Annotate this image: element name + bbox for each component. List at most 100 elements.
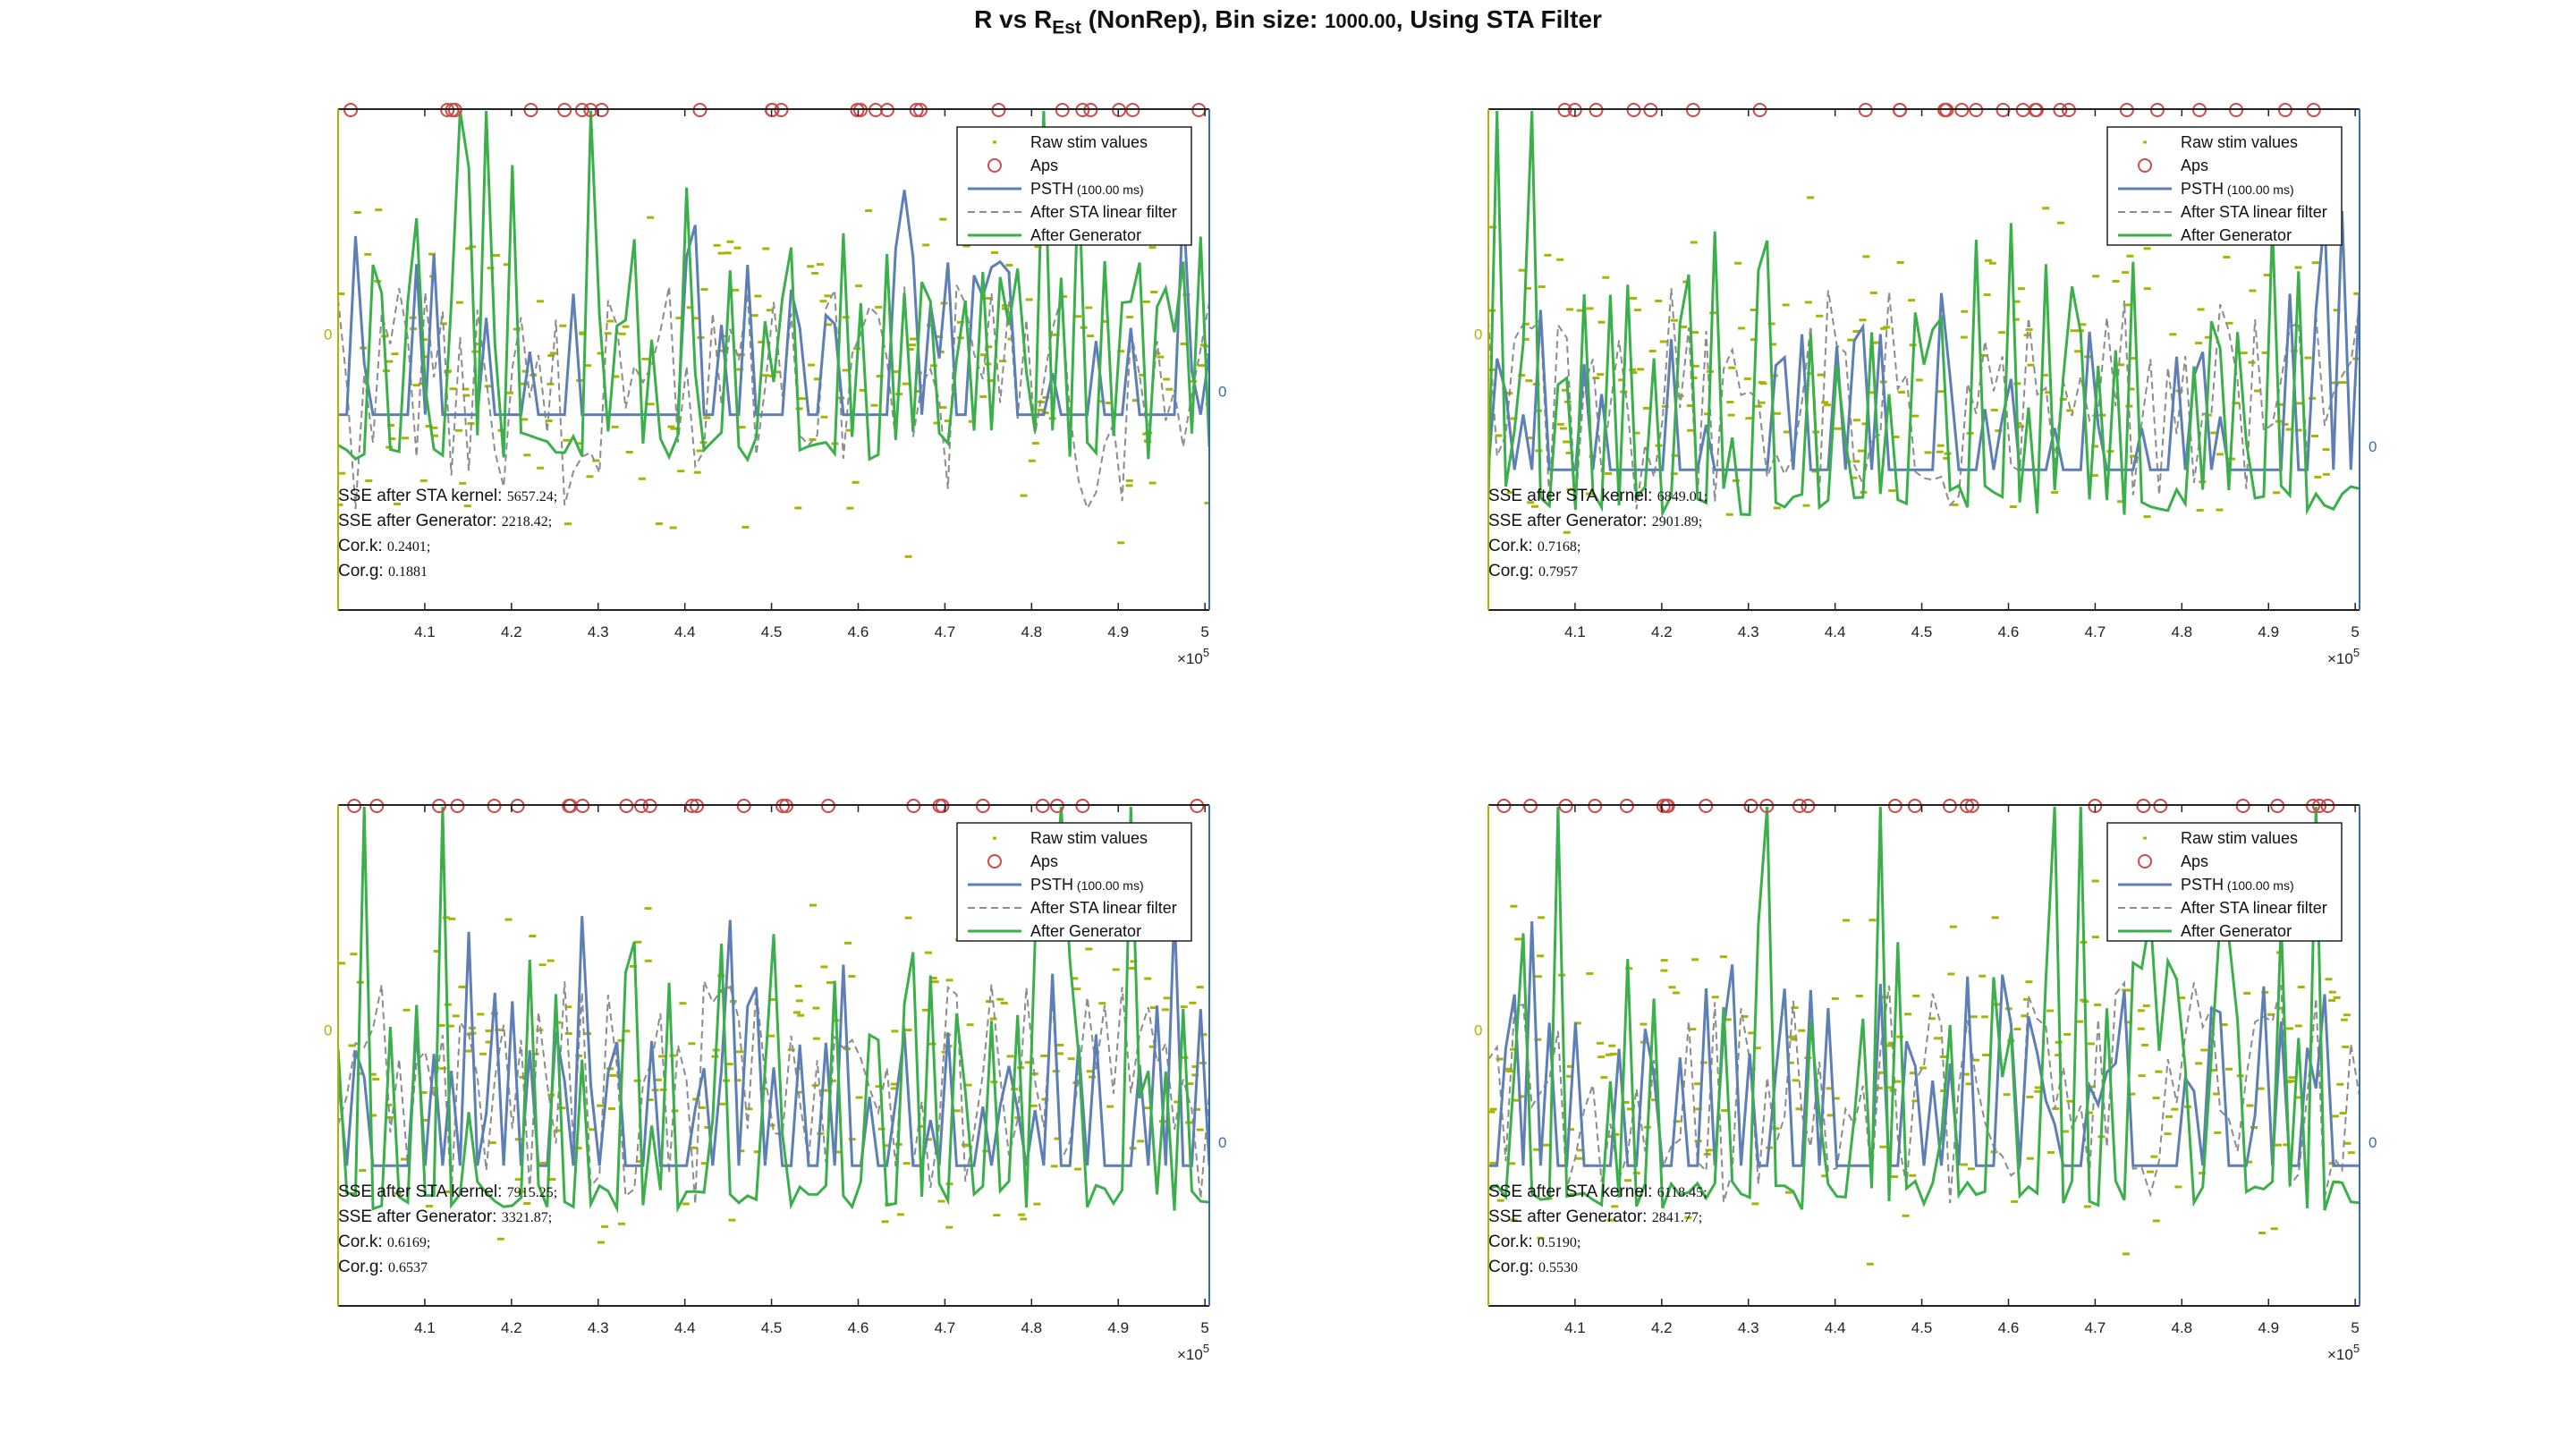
x-tick-label: 5	[1200, 1319, 1208, 1336]
sta-filter-line	[338, 980, 1209, 1205]
legend-label: Aps	[1030, 157, 1058, 174]
x-exponent-label: ×105	[2327, 1342, 2360, 1363]
stats-line: SSE after STA kernel: 6118.45;	[1488, 1182, 1707, 1201]
legend-label: After Generator	[1030, 226, 1141, 244]
x-tick-label: 4.2	[1651, 623, 1673, 640]
legend-label: Aps	[2181, 852, 2208, 870]
legend-box	[956, 126, 1192, 246]
x-exponent-label: ×105	[1177, 1342, 1209, 1363]
legend-label: Raw stim values	[1030, 133, 1148, 151]
legend-label: PSTH (100.00 ms)	[2181, 876, 2294, 894]
x-tick-label: 4.7	[935, 1319, 956, 1336]
x-tick-label: 5	[1200, 623, 1208, 640]
legend-label: PSTH (100.00 ms)	[1030, 180, 1144, 198]
legend-label: After STA linear filter	[2181, 899, 2327, 917]
legend-box	[2106, 126, 2343, 246]
x-tick-label: 4.8	[1021, 623, 1043, 640]
chart-panel: 4.1 4.2 4.3 4.4 4.5 4.6 4.7 4.8 4.9 5 ×105 0 0 SSE af…	[1474, 103, 2377, 667]
x-tick-label: 4.1	[414, 623, 436, 640]
x-tick-label: 4.1	[1564, 623, 1586, 640]
x-tick-label: 4.9	[2258, 1319, 2279, 1336]
right-y-tick-label: 0	[1218, 384, 1226, 401]
legend-aps-swatch	[2138, 854, 2152, 869]
x-tick-label: 4.6	[848, 623, 869, 640]
legend-label: After Generator	[1030, 922, 1141, 940]
right-y-tick-label: 0	[2368, 1134, 2377, 1151]
x-tick-label: 4.3	[588, 1319, 609, 1336]
x-tick-label: 4.9	[1107, 623, 1129, 640]
generator-line	[1488, 806, 2360, 1211]
legend-label: Raw stim values	[2181, 829, 2298, 847]
x-tick-label: 4.8	[2172, 623, 2193, 640]
legend-aps-swatch	[987, 854, 1002, 869]
stats-line: Cor.k: 0.2401;	[338, 537, 430, 555]
stats-line: Cor.k: 0.6169;	[338, 1233, 430, 1251]
x-tick-label: 4.2	[501, 1319, 522, 1336]
stats-line: SSE after STA kernel: 5657.24;	[338, 487, 557, 505]
stats-line: Cor.k: 0.5190;	[1488, 1233, 1580, 1251]
x-tick-label: 4.2	[501, 623, 522, 640]
stats-line: Cor.g: 0.1881	[338, 562, 428, 580]
legend: Raw stim values Aps PSTH (100.00 ms) After …	[956, 126, 1192, 246]
x-tick-label: 4.4	[1825, 1319, 1846, 1336]
plot-area	[338, 806, 1209, 1244]
legend: Raw stim values Aps PSTH (100.00 ms) After …	[956, 822, 1192, 942]
left-y-tick-label: 0	[324, 1022, 332, 1039]
legend: Raw stim values Aps PSTH (100.00 ms) After …	[2106, 126, 2343, 246]
x-tick-label: 4.5	[1911, 623, 1933, 640]
legend-label: After STA linear filter	[1030, 899, 1177, 917]
figure-title: R vs REst (NonRep), Bin size: 1000.00, U…	[974, 5, 1602, 38]
chart-panel: 4.1 4.2 4.3 4.4 4.5 4.6 4.7 4.8 4.9 5 ×105 0 0 SSE af…	[324, 799, 1226, 1363]
stats-line: SSE after Generator: 2841.77;	[1488, 1208, 1702, 1226]
x-tick-label: 5	[2351, 623, 2359, 640]
generator-line	[338, 110, 1209, 462]
stats-line: Cor.g: 0.6537	[338, 1258, 428, 1276]
x-tick-label: 4.8	[2172, 1319, 2193, 1336]
x-tick-label: 4.1	[414, 1319, 436, 1336]
sta-filter-line	[338, 284, 1209, 511]
stats-line: SSE after Generator: 2218.42;	[338, 512, 552, 530]
stats-line: SSE after STA kernel: 6849.01;	[1488, 487, 1707, 505]
x-tick-label: 4.2	[1651, 1319, 1673, 1336]
legend-box	[2106, 822, 2343, 942]
right-y-tick-label: 0	[1218, 1134, 1226, 1151]
x-tick-label: 4.5	[761, 623, 783, 640]
legend-label: PSTH (100.00 ms)	[1030, 876, 1144, 894]
x-tick-label: 4.7	[935, 623, 956, 640]
plot-area	[338, 110, 1209, 558]
legend-label: Raw stim values	[1030, 829, 1148, 847]
left-y-tick-label: 0	[1474, 326, 1482, 343]
stats-line: SSE after Generator: 3321.87;	[338, 1208, 552, 1226]
legend-label: Aps	[1030, 852, 1058, 870]
x-tick-label: 4.8	[1021, 1319, 1043, 1336]
x-tick-label: 4.3	[1738, 623, 1759, 640]
stats-line: SSE after Generator: 2901.89;	[1488, 512, 1702, 530]
x-tick-label: 4.9	[1107, 1319, 1129, 1336]
left-y-tick-label: 0	[1474, 1022, 1482, 1039]
psth-line	[1488, 921, 2360, 1167]
x-tick-label: 4.4	[674, 1319, 696, 1336]
psth-line	[338, 908, 1209, 1167]
legend-label: PSTH (100.00 ms)	[2181, 180, 2294, 198]
legend-label: After STA linear filter	[2181, 203, 2327, 221]
legend-box	[956, 822, 1192, 942]
legend: Raw stim values Aps PSTH (100.00 ms) After …	[2106, 822, 2343, 942]
plot-area	[1488, 806, 2360, 1266]
x-tick-label: 4.6	[1998, 1319, 2020, 1336]
x-tick-label: 4.7	[2085, 1319, 2106, 1336]
legend-label: After STA linear filter	[1030, 203, 1177, 221]
left-y-tick-label: 0	[324, 326, 332, 343]
legend-label: After Generator	[2181, 922, 2292, 940]
x-tick-label: 4.9	[2258, 623, 2279, 640]
psth-line	[338, 190, 1209, 417]
x-exponent-label: ×105	[1177, 646, 1209, 667]
legend-aps-swatch	[2138, 158, 2152, 173]
x-tick-label: 4.7	[2085, 623, 2106, 640]
legend-label: Aps	[2181, 157, 2208, 174]
legend-label: Raw stim values	[2181, 133, 2298, 151]
chart-panel: 4.1 4.2 4.3 4.4 4.5 4.6 4.7 4.8 4.9 5 ×105 0 0 SSE af…	[324, 103, 1226, 667]
x-tick-label: 4.5	[1911, 1319, 1933, 1336]
x-tick-label: 4.3	[1738, 1319, 1759, 1336]
x-tick-label: 4.1	[1564, 1319, 1586, 1336]
